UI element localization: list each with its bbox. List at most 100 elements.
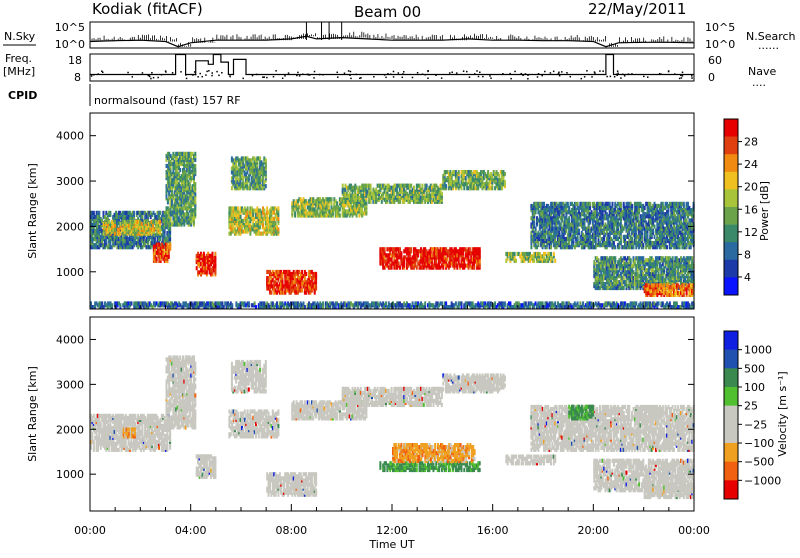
power-cell <box>266 206 268 210</box>
nave-dot <box>192 74 194 76</box>
nave-dot <box>659 73 661 75</box>
nave-dot <box>242 78 244 80</box>
noise-ytick-top-left: 10^5 <box>55 21 85 34</box>
nave-dot <box>449 72 451 74</box>
nave-dot <box>297 72 299 74</box>
power-cell <box>417 253 419 257</box>
nave-dot <box>97 73 99 75</box>
nave-dot <box>466 71 468 73</box>
power-cell <box>301 270 303 274</box>
nave-dot <box>525 73 527 75</box>
nave-dot <box>691 75 693 77</box>
power-cell <box>162 245 164 249</box>
nave-dot <box>172 72 174 74</box>
date-title: 22/May/2011 <box>588 0 686 18</box>
power-cell <box>447 257 449 261</box>
nave-ytick-bottom: 0 <box>708 71 715 84</box>
nave-dot <box>469 76 471 78</box>
nave-dot <box>387 73 389 75</box>
nave-dot <box>591 76 593 78</box>
nave-dot <box>606 76 608 78</box>
power-cell <box>265 172 267 176</box>
power-cell <box>568 216 570 220</box>
power-cell <box>152 220 154 224</box>
noise-panel: 10^5 10^0 10^5 10^0 <box>55 21 735 51</box>
freq-panel: 18 8 60 0 <box>68 54 722 84</box>
nave-dot <box>581 78 583 80</box>
nave-dot <box>643 76 645 78</box>
power-cell <box>442 266 444 270</box>
power-cell <box>398 261 400 265</box>
nave-dot <box>620 77 622 79</box>
nave-dot <box>309 74 311 76</box>
power-cell <box>237 206 239 210</box>
power-cell <box>189 182 191 186</box>
power-cell <box>133 211 135 215</box>
nave-dot <box>195 74 197 76</box>
power-cell <box>120 232 122 236</box>
power-cell <box>158 243 160 247</box>
nave-dot <box>422 73 424 75</box>
power-cell <box>515 259 517 263</box>
power-cell <box>214 252 216 256</box>
nave-dot <box>266 77 268 79</box>
nave-dot <box>153 77 155 79</box>
power-cell <box>194 192 196 196</box>
power-cell <box>277 217 279 221</box>
nave-dot <box>349 74 351 76</box>
nave-dot <box>348 70 350 72</box>
power-cell <box>262 223 264 227</box>
power-cell <box>178 172 180 176</box>
nave-dot <box>490 77 492 79</box>
nave-dot <box>313 77 315 79</box>
nave-dot <box>479 72 481 74</box>
nave-dot <box>393 76 395 78</box>
power-cell <box>169 237 171 241</box>
power-cell <box>550 252 552 256</box>
power-cell <box>114 228 116 232</box>
nave-dot <box>599 70 601 72</box>
power-cell <box>331 197 333 201</box>
nave-dot <box>288 72 290 74</box>
nave-dot <box>537 76 539 78</box>
nave-dot <box>541 75 543 77</box>
power-cell <box>304 205 306 209</box>
nave-dot <box>344 73 346 75</box>
power-cell <box>578 229 580 233</box>
power-cell <box>416 266 418 270</box>
power-cell <box>514 252 516 256</box>
nave-dot <box>427 71 429 73</box>
nave-dot <box>482 76 484 78</box>
power-cell <box>277 227 279 231</box>
power-cell <box>194 164 196 168</box>
nave-dot <box>566 72 568 74</box>
freq-ytick-bottom: 8 <box>74 71 81 84</box>
nave-dot <box>211 72 213 74</box>
nave-dot <box>521 73 523 75</box>
power-cell <box>93 211 95 215</box>
power-cell <box>503 176 505 180</box>
power-cell <box>231 186 233 190</box>
power-cell <box>246 170 248 174</box>
power-cell <box>543 202 545 206</box>
nave-dot <box>561 71 563 73</box>
power-cell <box>188 212 190 216</box>
nave-dot <box>296 75 298 77</box>
nave-dot <box>661 74 663 76</box>
power-cell <box>533 220 535 224</box>
nave-dot <box>151 72 153 74</box>
power-cell <box>533 259 535 263</box>
nave-dot <box>544 71 546 73</box>
power-cell <box>535 227 537 231</box>
nave-dot <box>610 76 612 78</box>
power-cell <box>458 259 460 263</box>
nave-dot <box>558 72 560 74</box>
nave-dot <box>412 77 414 79</box>
power-cell <box>339 207 341 211</box>
power-cell <box>305 272 307 276</box>
nave-dot <box>674 73 676 75</box>
nave-dot <box>631 73 633 75</box>
nave-dot <box>127 72 129 74</box>
power-cell <box>275 221 277 225</box>
nave-dot <box>263 76 265 78</box>
